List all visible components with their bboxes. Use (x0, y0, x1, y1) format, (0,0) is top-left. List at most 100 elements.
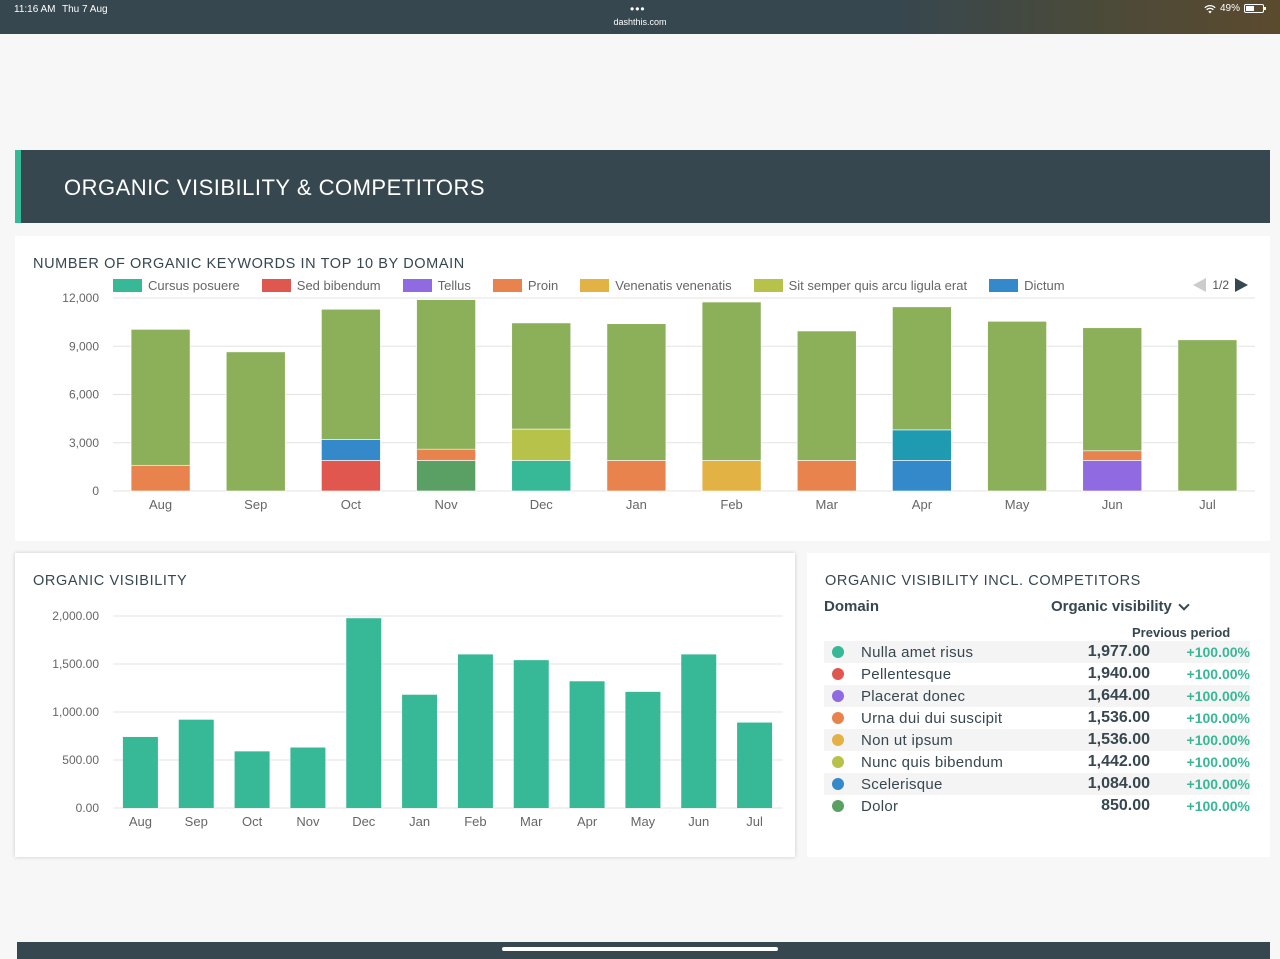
bar-segment[interactable] (511, 322, 572, 430)
bar[interactable] (681, 654, 717, 808)
metric-dropdown[interactable]: Organic visibility (1051, 598, 1190, 615)
legend-item[interactable]: Proin (492, 278, 559, 293)
competitor-value: 1,977.00 (1087, 643, 1150, 660)
bar-segment[interactable] (1082, 460, 1143, 492)
competitor-name: Placerat donec (861, 687, 966, 705)
more-dots-icon[interactable]: ••• (630, 2, 646, 16)
legend-swatch (402, 279, 432, 292)
legend-item[interactable]: Sit semper quis arcu ligula erat (753, 278, 967, 293)
bar[interactable] (290, 747, 326, 808)
bar-segment[interactable] (892, 460, 952, 492)
competitor-row[interactable]: Nunc quis bibendum 1,442.00 +100.00% (824, 751, 1250, 773)
bar-segment[interactable] (416, 460, 476, 492)
x-tick-label: Mar (520, 814, 543, 829)
bar[interactable] (569, 681, 605, 808)
competitor-change: +100.00% (1186, 710, 1250, 726)
series-dot-icon (832, 800, 844, 812)
competitor-row[interactable]: Nulla amet risus 1,977.00 +100.00% (824, 641, 1250, 663)
bar-segment[interactable] (225, 351, 286, 492)
bar-segment[interactable] (1082, 327, 1143, 452)
y-tick-label: 9,000 (69, 339, 99, 353)
legend-item[interactable]: Tellus (402, 278, 471, 293)
bar[interactable] (346, 618, 382, 808)
competitor-change: +100.00% (1186, 754, 1250, 770)
competitor-row[interactable]: Non ut ipsum 1,536.00 +100.00% (824, 729, 1250, 751)
legend-label: Dictum (1024, 278, 1065, 293)
bar-segment[interactable] (701, 460, 762, 492)
status-bar: 11:16 AM Thu 7 Aug ••• dashthis.com 49% (0, 0, 1280, 34)
column-header-previous: Previous period (1132, 625, 1231, 640)
bar-segment[interactable] (321, 308, 381, 440)
legend-label: Tellus (437, 278, 471, 293)
bar-segment[interactable] (987, 321, 1047, 492)
legend-label: Proin (527, 278, 559, 293)
metric-dropdown-label: Organic visibility (1051, 598, 1172, 615)
bar[interactable] (178, 719, 214, 808)
y-tick-label: 1,000.00 (52, 705, 99, 719)
series-dot-icon (832, 734, 844, 746)
competitor-change: +100.00% (1186, 798, 1250, 814)
competitor-row[interactable]: Scelerisque 1,084.00 +100.00% (824, 773, 1250, 795)
y-tick-label: 0 (92, 484, 99, 498)
url-label[interactable]: dashthis.com (613, 17, 667, 27)
competitor-row[interactable]: Dolor 850.00 +100.00% (824, 795, 1250, 817)
competitor-value: 1,442.00 (1087, 753, 1150, 770)
competitor-value: 1,644.00 (1087, 687, 1150, 704)
series-dot-icon (832, 756, 844, 768)
bar-segment[interactable] (796, 330, 857, 461)
competitor-row[interactable]: Placerat donec 1,644.00 +100.00% (824, 685, 1250, 707)
competitor-change: +100.00% (1186, 666, 1250, 682)
bar[interactable] (234, 751, 270, 808)
bar[interactable] (625, 691, 661, 808)
legend-item[interactable]: Venenatis venenatis (580, 278, 732, 293)
legend-item[interactable]: Dictum (989, 278, 1065, 293)
legend-item[interactable]: Cursus posuere (113, 278, 240, 293)
bar[interactable] (122, 736, 158, 808)
bar[interactable] (513, 660, 549, 808)
bar-segment[interactable] (321, 460, 381, 492)
arrow-right-icon[interactable] (1235, 278, 1248, 292)
bar[interactable] (457, 654, 493, 808)
home-indicator[interactable] (502, 947, 778, 951)
bar-segment[interactable] (511, 460, 572, 492)
bar-segment[interactable] (796, 460, 857, 492)
status-date: Thu 7 Aug (62, 4, 108, 15)
legend-item[interactable]: Sed bibendum (261, 278, 381, 293)
x-tick-label: Feb (464, 814, 486, 829)
x-tick-label: May (631, 814, 656, 829)
bar-segment[interactable] (416, 299, 476, 450)
keywords-legend: Cursus posuere Sed bibendum Tellus Proin Ven… (113, 278, 1087, 293)
competitor-name: Non ut ipsum (861, 731, 953, 749)
keywords-panel: NUMBER OF ORGANIC KEYWORDS IN TOP 10 BY … (15, 236, 1270, 541)
competitor-value: 1,536.00 (1087, 731, 1150, 748)
arrow-left-icon[interactable] (1193, 278, 1207, 292)
competitor-name: Urna dui dui suscipit (861, 709, 1003, 727)
competitor-row[interactable]: Pellentesque 1,940.00 +100.00% (824, 663, 1250, 685)
bar-segment[interactable] (130, 464, 191, 492)
competitor-value: 1,940.00 (1087, 665, 1150, 682)
bar-segment[interactable] (606, 460, 667, 492)
series-dot-icon (832, 778, 844, 790)
status-time: 11:16 AM (14, 4, 56, 15)
bar-segment[interactable] (892, 306, 952, 431)
bar-segment[interactable] (416, 448, 476, 461)
bar-segment[interactable] (606, 323, 667, 461)
bar-segment[interactable] (1082, 450, 1143, 461)
series-dot-icon (832, 690, 844, 702)
section-header: ORGANIC VISIBILITY & COMPETITORS (15, 150, 1270, 223)
x-tick-label: May (1005, 497, 1030, 512)
bar[interactable] (737, 722, 773, 808)
column-header-domain[interactable]: Domain (824, 598, 880, 615)
wifi-icon (1204, 4, 1216, 13)
bar-segment[interactable] (130, 329, 191, 466)
bar-segment[interactable] (511, 428, 572, 461)
bar-segment[interactable] (701, 301, 762, 461)
bar[interactable] (402, 694, 438, 808)
competitor-name: Nunc quis bibendum (861, 753, 1004, 771)
bar-segment[interactable] (1177, 339, 1238, 492)
x-tick-label: Jul (746, 814, 763, 829)
competitor-change: +100.00% (1186, 688, 1250, 704)
bar-segment[interactable] (892, 429, 952, 461)
bar-segment[interactable] (321, 439, 381, 461)
competitor-row[interactable]: Urna dui dui suscipit 1,536.00 +100.00% (824, 707, 1250, 729)
